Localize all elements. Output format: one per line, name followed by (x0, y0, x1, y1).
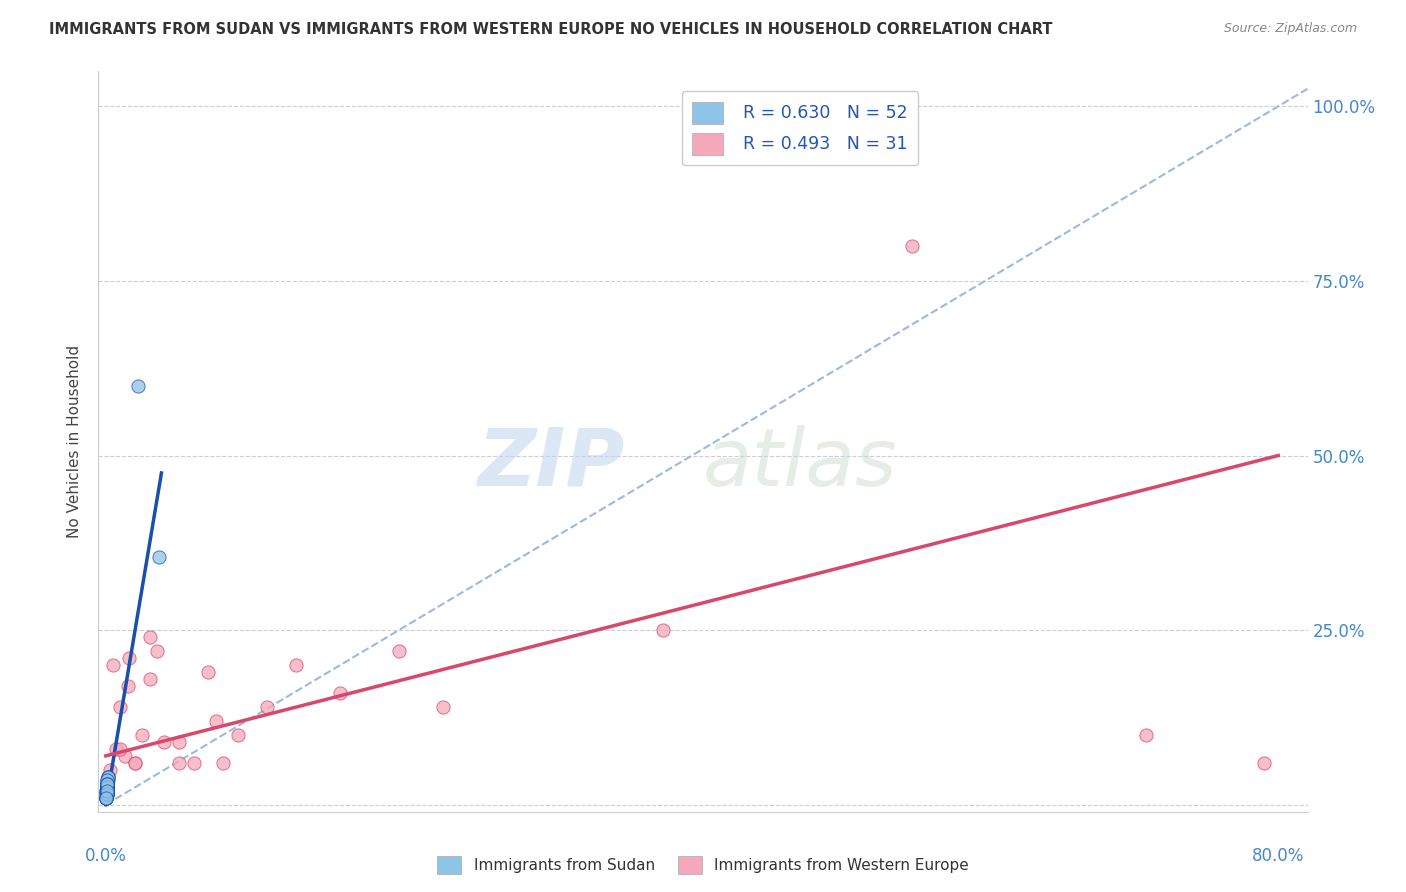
Legend:   R = 0.630   N = 52,   R = 0.493   N = 31: R = 0.630 N = 52, R = 0.493 N = 31 (682, 91, 918, 165)
Point (96, 777, 118, 791)
Point (96, 790, 118, 805)
Point (96, 777, 118, 791)
Point (153, 735, 176, 749)
Text: Source: ZipAtlas.com: Source: ZipAtlas.com (1223, 22, 1357, 36)
Point (96, 777, 118, 791)
Point (96, 784, 118, 798)
Point (96, 780, 118, 795)
Point (96, 777, 118, 791)
Point (96, 784, 118, 798)
Point (96, 787, 118, 801)
Point (96, 780, 118, 795)
Point (96, 787, 118, 801)
Point (388, 644, 411, 658)
Point (96, 790, 118, 805)
Point (110, 700, 132, 714)
Point (96, 790, 118, 805)
Point (96, 780, 118, 795)
Point (96, 787, 118, 801)
Point (96, 784, 118, 798)
Point (138, 672, 160, 686)
Point (96, 780, 118, 795)
Point (96, 787, 118, 801)
Point (1253, 756, 1275, 770)
Point (96, 787, 118, 801)
Point (96, 790, 118, 805)
Point (96, 777, 118, 791)
Point (96, 784, 118, 798)
Point (167, 756, 190, 770)
Point (96, 787, 118, 801)
Point (96, 787, 118, 801)
Point (110, 742, 132, 756)
Point (127, 378, 149, 392)
Point (148, 549, 170, 564)
Point (96, 777, 118, 791)
Point (212, 756, 235, 770)
Point (96, 777, 118, 791)
Point (101, 658, 124, 673)
Point (96, 784, 118, 798)
Point (96, 780, 118, 795)
Point (226, 728, 249, 742)
Point (131, 728, 153, 742)
Point (96, 780, 118, 795)
Point (96, 773, 118, 788)
Point (96, 784, 118, 798)
Text: 0.0%: 0.0% (84, 847, 127, 864)
Point (124, 756, 146, 770)
Point (138, 630, 160, 644)
Point (329, 686, 352, 700)
Point (96, 787, 118, 801)
Point (97, 773, 120, 788)
Point (96, 770, 118, 784)
Point (98, 763, 121, 777)
Point (204, 714, 226, 728)
Point (96, 780, 118, 795)
Legend: Immigrants from Sudan, Immigrants from Western Europe: Immigrants from Sudan, Immigrants from W… (430, 850, 976, 880)
Point (96, 784, 118, 798)
Text: ZIP: ZIP (477, 425, 624, 503)
Point (901, 239, 924, 253)
Point (105, 742, 128, 756)
Point (96, 777, 118, 791)
Point (96, 784, 118, 798)
Point (1135, 728, 1157, 742)
Point (197, 665, 219, 679)
Point (167, 735, 190, 749)
Point (96, 790, 118, 805)
Point (97, 770, 120, 784)
Point (146, 644, 169, 658)
Point (96, 777, 118, 791)
Text: 80.0%: 80.0% (1253, 847, 1305, 864)
Point (96, 770, 118, 784)
Point (96, 790, 118, 805)
Text: atlas: atlas (703, 425, 897, 503)
Text: IMMIGRANTS FROM SUDAN VS IMMIGRANTS FROM WESTERN EUROPE NO VEHICLES IN HOUSEHOLD: IMMIGRANTS FROM SUDAN VS IMMIGRANTS FROM… (49, 22, 1053, 37)
Point (96, 780, 118, 795)
Point (432, 700, 454, 714)
Point (117, 679, 139, 693)
Point (96, 787, 118, 801)
Point (124, 756, 146, 770)
Point (96, 773, 118, 788)
Point (96, 787, 118, 801)
Point (651, 623, 673, 637)
Point (96, 784, 118, 798)
Point (183, 756, 205, 770)
Point (256, 700, 278, 714)
Point (96, 784, 118, 798)
Point (285, 658, 308, 673)
Y-axis label: No Vehicles in Household: No Vehicles in Household (67, 345, 83, 538)
Point (114, 748, 136, 763)
Point (96, 787, 118, 801)
Point (118, 651, 141, 665)
